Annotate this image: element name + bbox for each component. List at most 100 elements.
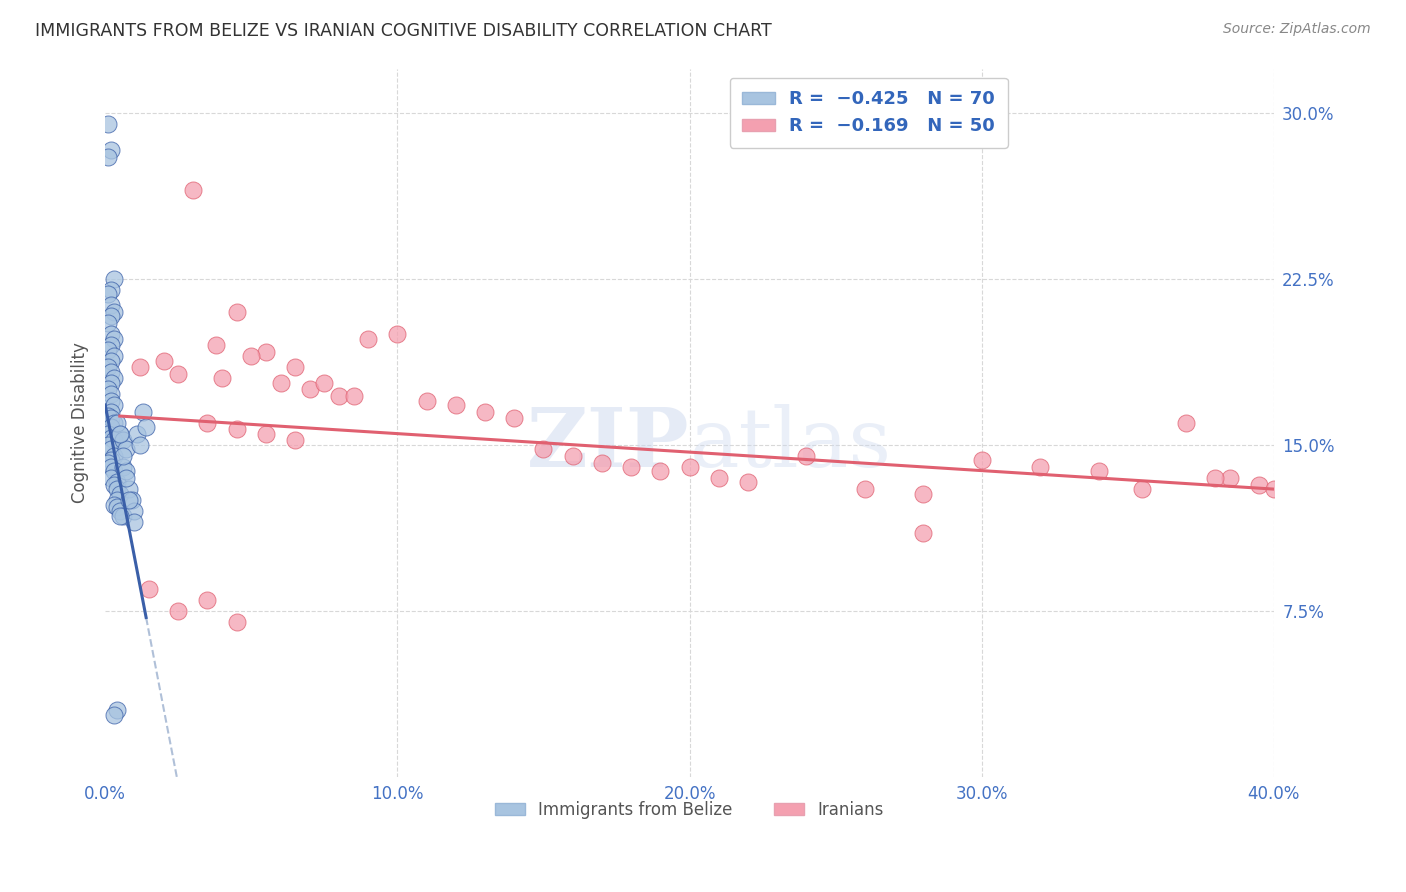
Point — [561, 449, 583, 463]
Point — [127, 426, 149, 441]
Point — [314, 376, 336, 390]
Point — [1219, 471, 1241, 485]
Point — [167, 367, 190, 381]
Point — [444, 398, 467, 412]
Point — [103, 305, 125, 319]
Point — [100, 460, 122, 475]
Point — [103, 477, 125, 491]
Point — [254, 344, 277, 359]
Text: atlas: atlas — [689, 404, 891, 484]
Point — [97, 383, 120, 397]
Point — [103, 707, 125, 722]
Point — [211, 371, 233, 385]
Point — [197, 416, 219, 430]
Point — [167, 604, 190, 618]
Point — [100, 376, 122, 390]
Point — [912, 486, 935, 500]
Point — [129, 438, 152, 452]
Point — [103, 434, 125, 448]
Point — [100, 420, 122, 434]
Point — [138, 582, 160, 596]
Text: IMMIGRANTS FROM BELIZE VS IRANIAN COGNITIVE DISABILITY CORRELATION CHART: IMMIGRANTS FROM BELIZE VS IRANIAN COGNIT… — [35, 22, 772, 40]
Point — [117, 493, 139, 508]
Point — [181, 183, 204, 197]
Point — [205, 338, 228, 352]
Point — [97, 360, 120, 375]
Point — [342, 389, 364, 403]
Point — [111, 460, 134, 475]
Point — [650, 464, 672, 478]
Point — [124, 504, 146, 518]
Point — [100, 387, 122, 401]
Point — [100, 353, 122, 368]
Point — [103, 332, 125, 346]
Point — [100, 393, 122, 408]
Point — [912, 526, 935, 541]
Point — [103, 498, 125, 512]
Point — [796, 449, 818, 463]
Point — [97, 438, 120, 452]
Point — [117, 482, 139, 496]
Point — [103, 349, 125, 363]
Point — [240, 349, 263, 363]
Point — [103, 371, 125, 385]
Point — [108, 426, 131, 441]
Point — [270, 376, 292, 390]
Point — [225, 305, 247, 319]
Point — [1204, 471, 1226, 485]
Point — [111, 449, 134, 463]
Point — [357, 332, 380, 346]
Point — [100, 471, 122, 485]
Point — [387, 327, 409, 342]
Point — [100, 298, 122, 312]
Y-axis label: Cognitive Disability: Cognitive Disability — [72, 343, 89, 503]
Point — [284, 434, 307, 448]
Point — [225, 615, 247, 629]
Point — [100, 327, 122, 342]
Point — [533, 442, 555, 457]
Point — [328, 389, 350, 403]
Point — [620, 460, 643, 475]
Point — [97, 409, 120, 423]
Point — [254, 426, 277, 441]
Point — [197, 592, 219, 607]
Point — [108, 486, 131, 500]
Point — [97, 150, 120, 164]
Point — [678, 460, 700, 475]
Point — [1175, 416, 1198, 430]
Point — [114, 464, 136, 478]
Point — [108, 508, 131, 523]
Point — [970, 453, 993, 467]
Point — [108, 504, 131, 518]
Point — [103, 272, 125, 286]
Point — [415, 393, 437, 408]
Point — [474, 404, 496, 418]
Point — [100, 411, 122, 425]
Point — [1130, 482, 1153, 496]
Point — [97, 316, 120, 330]
Point — [108, 426, 131, 441]
Point — [105, 493, 128, 508]
Point — [132, 404, 155, 418]
Point — [105, 416, 128, 430]
Point — [97, 426, 120, 441]
Text: Source: ZipAtlas.com: Source: ZipAtlas.com — [1223, 22, 1371, 37]
Point — [103, 464, 125, 478]
Point — [111, 508, 134, 523]
Point — [111, 434, 134, 448]
Point — [100, 144, 122, 158]
Legend: Immigrants from Belize, Iranians: Immigrants from Belize, Iranians — [488, 794, 891, 825]
Point — [737, 475, 759, 490]
Point — [114, 471, 136, 485]
Point — [1029, 460, 1052, 475]
Point — [124, 516, 146, 530]
Point — [105, 475, 128, 490]
Point — [284, 360, 307, 375]
Point — [100, 283, 122, 297]
Point — [503, 411, 526, 425]
Point — [103, 449, 125, 463]
Point — [853, 482, 876, 496]
Point — [100, 453, 122, 467]
Point — [97, 343, 120, 357]
Point — [100, 310, 122, 324]
